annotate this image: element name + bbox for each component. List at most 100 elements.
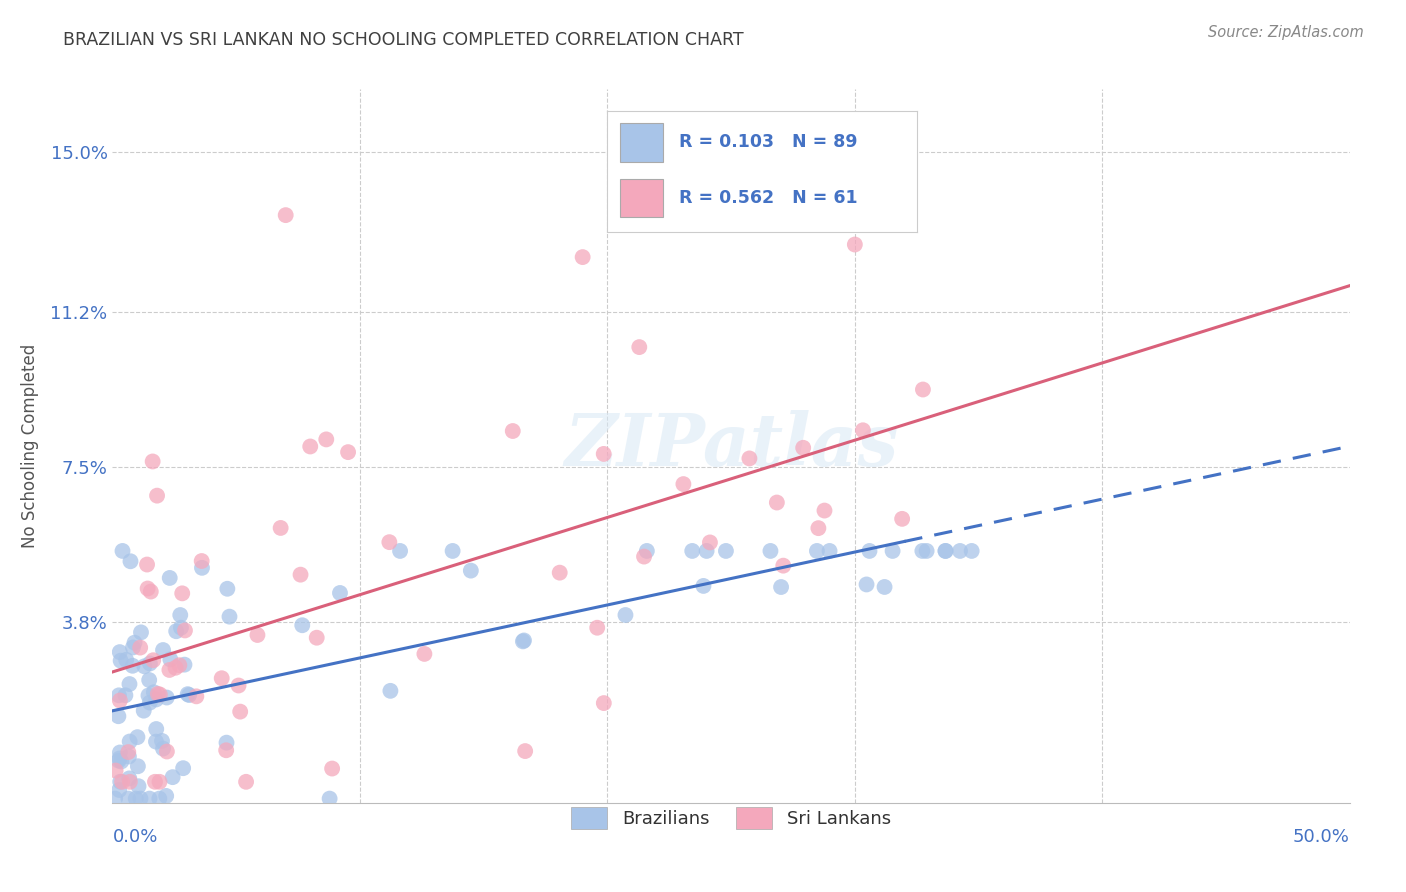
Point — [844, 237, 866, 252]
Point — [118, 677, 141, 691]
Point — [138, 673, 160, 687]
Legend: Brazilians, Sri Lankans: Brazilians, Sri Lankans — [564, 800, 898, 837]
Point — [111, 774, 134, 789]
Point — [121, 658, 143, 673]
Point — [891, 512, 914, 526]
Point — [127, 759, 149, 773]
Point — [156, 744, 179, 758]
Point — [337, 445, 360, 459]
Point — [274, 208, 297, 222]
Point — [114, 688, 136, 702]
Text: ZIPatlas: ZIPatlas — [564, 410, 898, 482]
Point — [115, 653, 138, 667]
Point — [108, 751, 131, 765]
Point — [104, 764, 127, 778]
Point — [696, 544, 718, 558]
Point — [159, 652, 181, 666]
Point — [818, 544, 841, 558]
Point — [672, 477, 695, 491]
Point — [413, 647, 436, 661]
Point — [934, 544, 956, 558]
Point — [441, 544, 464, 558]
Point — [586, 621, 609, 635]
Point — [807, 521, 830, 535]
Point — [315, 433, 337, 447]
Point — [858, 544, 880, 558]
Point — [911, 544, 934, 558]
Point — [270, 521, 292, 535]
Point — [108, 645, 131, 659]
Point — [699, 535, 721, 549]
Point — [215, 736, 238, 750]
Point — [852, 423, 875, 437]
Point — [882, 544, 904, 558]
Point — [211, 671, 233, 685]
Point — [305, 631, 328, 645]
Point — [138, 791, 160, 805]
Point — [108, 693, 131, 707]
Point — [855, 577, 877, 591]
Point — [177, 687, 200, 701]
Point — [714, 544, 737, 558]
Point — [148, 774, 170, 789]
Point — [636, 544, 658, 558]
Point — [108, 783, 131, 797]
Point — [172, 761, 194, 775]
Point — [174, 624, 197, 638]
Point — [633, 549, 655, 564]
Point — [792, 441, 814, 455]
Point — [389, 544, 412, 558]
Text: BRAZILIAN VS SRI LANKAN NO SCHOOLING COMPLETED CORRELATION CHART: BRAZILIAN VS SRI LANKAN NO SCHOOLING COM… — [63, 31, 744, 49]
Point — [155, 789, 177, 803]
Point — [148, 791, 170, 805]
Point — [120, 554, 142, 568]
Point — [142, 685, 165, 699]
Point — [738, 451, 761, 466]
Point — [165, 661, 187, 675]
Point — [378, 535, 401, 549]
Point — [169, 658, 191, 673]
Point — [132, 704, 155, 718]
Point — [571, 250, 593, 264]
Point — [118, 749, 141, 764]
Point — [380, 683, 402, 698]
Point — [117, 791, 139, 805]
Point — [949, 544, 972, 558]
Point — [172, 586, 194, 600]
Point — [139, 584, 162, 599]
Point — [215, 743, 238, 757]
Point — [139, 696, 162, 710]
Point — [104, 791, 127, 805]
Point — [318, 791, 340, 805]
Point — [186, 690, 208, 704]
Point — [592, 696, 614, 710]
Point — [110, 755, 132, 769]
Text: Source: ZipAtlas.com: Source: ZipAtlas.com — [1208, 25, 1364, 40]
Point — [460, 564, 482, 578]
Point — [143, 774, 166, 789]
Point — [960, 544, 983, 558]
Point — [129, 791, 152, 805]
Point — [321, 762, 343, 776]
Point — [235, 774, 257, 789]
Point — [107, 709, 129, 723]
Text: 50.0%: 50.0% — [1294, 828, 1350, 846]
Point — [190, 554, 212, 568]
Point — [157, 663, 180, 677]
Point — [162, 770, 184, 784]
Point — [107, 754, 129, 768]
Point — [156, 690, 179, 705]
Point — [228, 679, 250, 693]
Point — [150, 734, 173, 748]
Point — [513, 633, 536, 648]
Point — [179, 688, 201, 702]
Point — [142, 454, 165, 468]
Point — [142, 653, 165, 667]
Point — [146, 489, 169, 503]
Point — [329, 586, 352, 600]
Text: 0.0%: 0.0% — [112, 828, 157, 846]
Point — [813, 503, 835, 517]
Point — [515, 744, 537, 758]
Point — [191, 561, 214, 575]
Point — [911, 383, 934, 397]
